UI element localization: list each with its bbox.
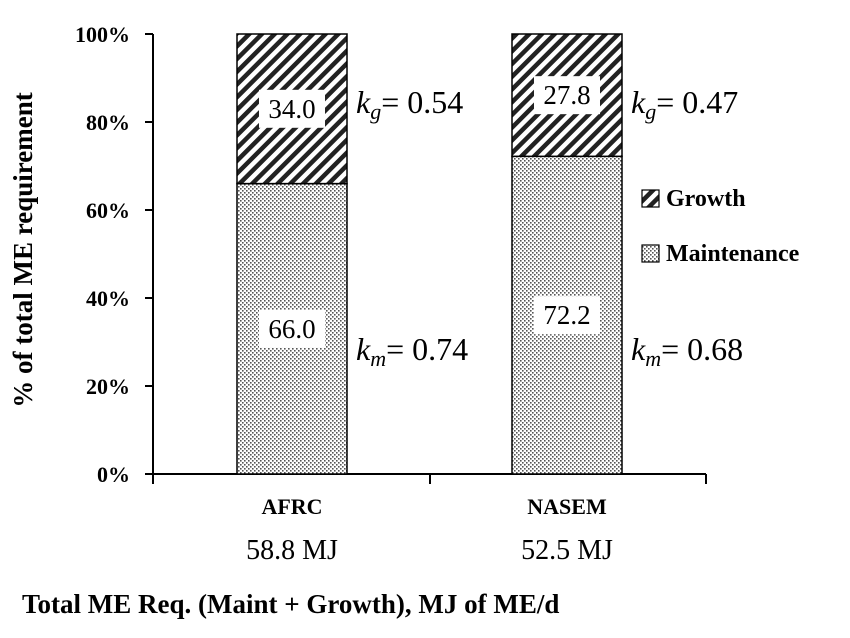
legend-label-maintenance: Maintenance: [666, 241, 800, 267]
category-sublabel: 52.5 MJ: [521, 535, 613, 566]
legend-label-growth: Growth: [666, 186, 746, 212]
value-label: 27.8: [543, 80, 590, 110]
y-axis-title: % of total ME requirement: [8, 92, 38, 407]
category-sublabel: 58.8 MJ: [246, 535, 338, 566]
y-tick-label: 100%: [75, 22, 130, 47]
km-annotation: km= 0.74: [356, 331, 468, 371]
legend-swatch-growth: [641, 189, 660, 208]
legend: Growth Maintenance: [641, 186, 800, 267]
value-labels: 66.0 34.0 72.2 27.8: [259, 76, 600, 348]
category-label: NASEM: [527, 494, 607, 519]
category-label: AFRC: [261, 494, 322, 519]
value-label: 66.0: [268, 314, 315, 344]
y-tick-label: 20%: [86, 374, 130, 399]
y-tick-label: 60%: [86, 198, 130, 223]
category-labels: AFRC 58.8 MJ NASEM 52.5 MJ: [246, 494, 613, 566]
kg-annotation: kg= 0.54: [356, 84, 463, 124]
value-label-box: [259, 89, 325, 128]
y-tick-label: 40%: [86, 286, 130, 311]
k-annotations: kg= 0.54 kg= 0.47 km= 0.74 km= 0.68: [356, 84, 743, 371]
y-tick-label: 80%: [86, 110, 130, 135]
value-label-box: [534, 296, 600, 335]
km-annotation: km= 0.68: [631, 331, 743, 371]
y-ticks: 0% 20% 40% 60% 80% 100%: [75, 22, 153, 487]
y-tick-label: 0%: [97, 462, 130, 487]
value-label: 34.0: [268, 94, 315, 124]
value-label: 72.2: [543, 300, 590, 330]
kg-annotation: kg= 0.47: [631, 84, 738, 124]
value-label-box: [259, 309, 325, 348]
x-axis-title: Total ME Req. (Maint + Growth), MJ of ME…: [22, 589, 559, 619]
legend-swatch-maintenance: [641, 244, 660, 263]
value-label-box: [534, 76, 600, 115]
